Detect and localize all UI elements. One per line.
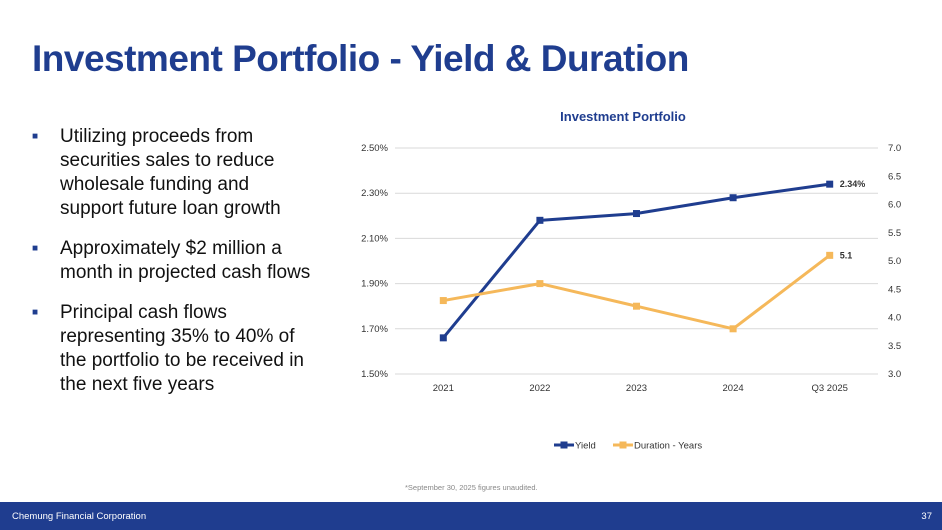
square-bullet-icon: ■ [32,243,39,254]
data-point [439,334,447,342]
legend-marker [619,441,627,449]
data-point [729,194,737,202]
bullet-text: Utilizing proceeds from securities sales… [60,126,281,219]
y-right-tick-label: 3.0 [888,369,901,380]
y-right-tick-label: 4.0 [888,313,901,324]
bullet-item: ■ Principal cash flows representing 35% … [32,301,317,397]
legend-label: Duration - Years [634,441,702,452]
y-right-tick-label: 5.5 [888,228,901,239]
legend-marker [560,441,568,449]
y-right-tick-label: 6.0 [888,200,901,211]
legend-label: Yield [575,441,596,452]
y-left-tick-label: 2.10% [361,233,388,244]
y-right-tick-label: 5.0 [888,256,901,267]
y-left-tick-label: 1.90% [361,279,388,290]
bullet-item: ■ Utilizing proceeds from securities sal… [32,125,317,221]
data-point [536,280,544,288]
data-point [633,210,640,218]
data-point [633,302,640,310]
bullet-text: Principal cash flows representing 35% to… [60,302,304,395]
footer-company-name: Chemung Financial Corporation [12,511,147,522]
data-point [536,216,544,224]
data-point [729,325,737,333]
x-tick-label: 2024 [723,383,744,394]
page-title: Investment Portfolio - Yield & Duration [32,38,689,79]
page-number: 37 [921,511,932,522]
bullet-item: ■ Approximately $2 million a month in pr… [32,237,317,285]
bullet-list: ■ Utilizing proceeds from securities sal… [32,125,317,413]
data-point [826,251,834,259]
y-left-tick-label: 1.70% [361,324,388,335]
chart-title: Investment Portfolio [560,109,686,124]
y-right-tick-label: 6.5 [888,171,901,182]
data-label: 2.34% [840,179,866,189]
data-point [439,297,447,305]
square-bullet-icon: ■ [32,131,39,142]
square-bullet-icon: ■ [32,307,39,318]
x-tick-label: 2022 [529,383,550,394]
x-tick-label: 2021 [433,383,454,394]
bullet-text: Approximately $2 million a month in proj… [60,238,311,283]
yield-duration-chart: Investment Portfolio 1.50% 1.70% 1.90% 2.10… [361,109,901,452]
y-right-tick-label: 3.5 [888,341,901,352]
x-tick-label: Q3 2025 [811,383,847,394]
footnote: *September 30, 2025 figures unaudited. [405,483,538,492]
y-left-tick-label: 2.30% [361,188,388,199]
series-line-yield [442,182,830,339]
x-tick-label: 2023 [626,383,647,394]
y-right-tick-label: 7.0 [888,143,901,154]
footer-bar: Chemung Financial Corporation 37 [0,502,942,530]
data-point [826,180,834,188]
y-left-tick-label: 1.50% [361,369,388,380]
y-left-tick-label: 2.50% [361,143,388,154]
data-label: 5.1 [840,250,853,260]
y-right-tick-label: 4.5 [888,284,901,295]
